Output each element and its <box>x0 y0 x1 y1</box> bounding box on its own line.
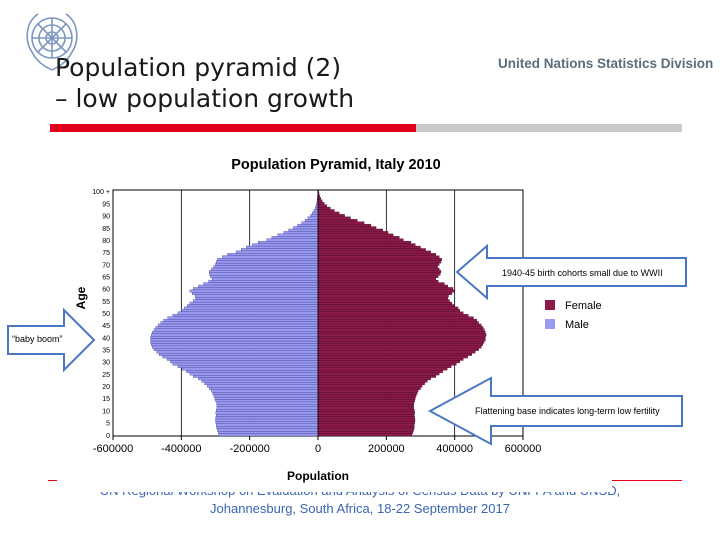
y-tick-label: 90 <box>102 214 110 221</box>
x-tick-label: -400000 <box>161 443 201 455</box>
y-tick-label: 50 <box>102 311 110 318</box>
chart-svg: Population Pyramid, Italy 2010 Age Popul… <box>57 142 612 492</box>
y-tick-label: 70 <box>102 262 110 269</box>
title-line-2: – low population growth <box>55 84 355 113</box>
y-tick-label: 95 <box>102 201 110 208</box>
x-axis-label: Population <box>287 469 349 483</box>
x-tick-label: 600000 <box>505 443 542 455</box>
y-tick-label: 20 <box>102 384 110 391</box>
y-tick-label: 40 <box>102 335 110 342</box>
y-tick-label: 60 <box>102 287 110 294</box>
baby-boom-annotation-arrow: “baby boom” <box>7 307 96 373</box>
accent-rule <box>50 124 416 132</box>
plot-area: -600000 -400000 -200000 0 200000 400000 600000… <box>92 189 541 455</box>
footer-line-2: Johannesburg, South Africa, 18-22 Septem… <box>210 501 510 516</box>
y-tick-label: 15 <box>102 396 110 403</box>
y-tick-label: 45 <box>102 323 110 330</box>
organization-name: United Nations Statistics Division <box>498 56 714 71</box>
un-emblem-icon <box>18 8 86 76</box>
x-tick-label: 0 <box>315 443 321 455</box>
y-tick-label: 80 <box>102 238 110 245</box>
x-tick-label: 200000 <box>368 443 405 455</box>
legend-label-female: Female <box>565 300 602 312</box>
y-tick-label: 25 <box>102 372 110 379</box>
legend-label-male: Male <box>565 319 589 331</box>
y-tick-label: 30 <box>102 360 110 367</box>
y-tick-label: 10 <box>102 408 110 415</box>
cohorts-annotation: 1940-45 birth cohorts small due to WWII <box>502 268 663 278</box>
page-title: Population pyramid (2) – low population … <box>55 52 354 114</box>
legend-swatch-female <box>545 300 555 310</box>
cohorts-annotation-arrow: 1940-45 birth cohorts small due to WWII <box>455 243 687 301</box>
y-tick-label: 0 <box>106 433 110 440</box>
population-pyramid-chart: Population Pyramid, Italy 2010 Age Popul… <box>57 142 612 492</box>
y-tick-label: 55 <box>102 299 110 306</box>
title-line-1: Population pyramid (2) <box>55 53 342 82</box>
base-annotation-arrow: Flattening base indicates long-term low … <box>427 376 683 446</box>
x-tick-label: 400000 <box>436 443 473 455</box>
legend: Female Male <box>545 300 602 331</box>
y-tick-label: 100 + <box>92 189 110 196</box>
y-tick-label: 35 <box>102 348 110 355</box>
chart-title: Population Pyramid, Italy 2010 <box>231 157 441 173</box>
legend-swatch-male <box>545 319 555 329</box>
y-tick-label: 85 <box>102 226 110 233</box>
y-tick-label: 65 <box>102 274 110 281</box>
x-tick-label: -200000 <box>229 443 269 455</box>
base-annotation: Flattening base indicates long-term low … <box>475 406 660 416</box>
y-axis-label: Age <box>74 286 88 309</box>
baby-boom-annotation: “baby boom” <box>12 334 63 344</box>
y-tick-label: 5 <box>106 421 110 428</box>
x-tick-label: -600000 <box>93 443 133 455</box>
grey-rule <box>416 124 682 132</box>
y-tick-label: 75 <box>102 250 110 257</box>
